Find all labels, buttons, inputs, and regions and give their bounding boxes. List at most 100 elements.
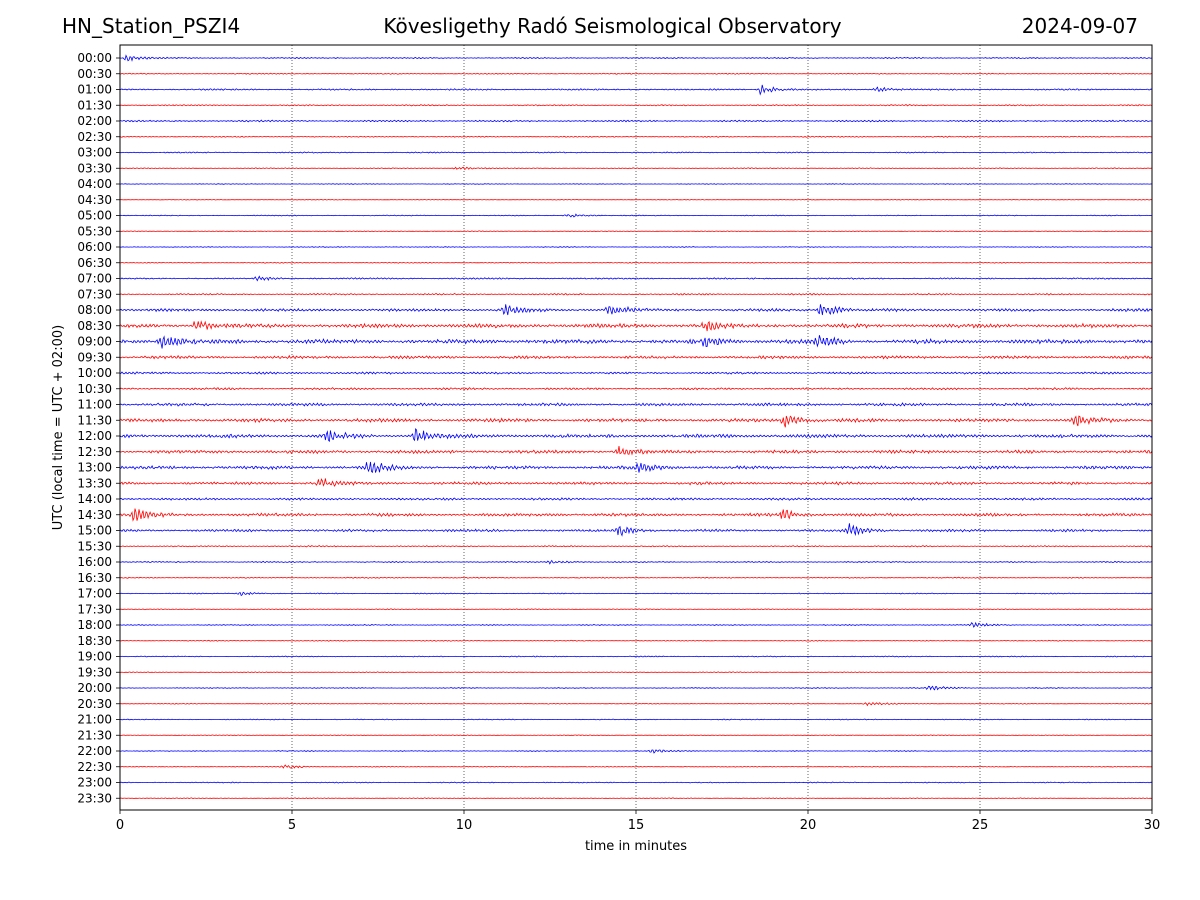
- trace-1500: [119, 523, 1153, 537]
- trace-1000: [119, 371, 1153, 375]
- trace-0000: [119, 54, 1153, 62]
- trace-1930: [119, 671, 1153, 674]
- x-tick-label: 0: [116, 818, 124, 833]
- trace-0930: [119, 354, 1153, 360]
- trace-2230: [119, 764, 1153, 769]
- trace-1530: [119, 545, 1153, 548]
- y-tick-label: 14:30: [77, 508, 112, 522]
- trace-1300: [119, 461, 1153, 474]
- x-tick-label: 30: [1144, 818, 1161, 833]
- trace-0400: [119, 183, 1153, 185]
- y-tick-label: 15:30: [77, 539, 112, 553]
- y-tick-label: 16:30: [77, 571, 112, 585]
- y-tick-label: 10:30: [77, 382, 112, 396]
- trace-1130: [119, 415, 1153, 428]
- y-tick-label: 19:30: [77, 665, 112, 679]
- trace-0800: [119, 304, 1153, 316]
- y-tick-label: 03:30: [77, 161, 112, 175]
- trace-1100: [119, 402, 1153, 407]
- trace-0100: [119, 84, 1153, 96]
- trace-1400: [119, 497, 1153, 501]
- y-tick-label: 10:00: [77, 366, 112, 380]
- y-tick-label: 08:00: [77, 303, 112, 317]
- y-axis-label: UTC (local time = UTC + 02:00): [51, 325, 66, 530]
- y-tick-label: 16:00: [77, 555, 112, 569]
- trace-0330: [119, 166, 1152, 170]
- y-tick-label: 05:30: [77, 224, 112, 238]
- y-tick-label: 12:30: [77, 445, 112, 459]
- trace-0200: [119, 119, 1153, 123]
- y-tick-label: 11:00: [77, 398, 112, 412]
- y-tick-label: 13:30: [77, 476, 112, 490]
- trace-1730: [119, 608, 1153, 611]
- y-tick-label: 03:00: [77, 146, 112, 160]
- trace-0530: [119, 230, 1153, 233]
- y-tick-label: 02:00: [77, 114, 112, 128]
- y-tick-label: 22:30: [77, 760, 112, 774]
- y-tick-label: 15:00: [77, 524, 112, 538]
- y-tick-label: 21:00: [77, 713, 112, 727]
- y-tick-label: 08:30: [77, 319, 112, 333]
- trace-0300: [119, 151, 1153, 154]
- trace-1030: [119, 387, 1153, 391]
- x-tick-label: 10: [456, 818, 473, 833]
- x-tick-label: 20: [800, 818, 817, 833]
- trace-1430: [119, 508, 1153, 522]
- y-tick-label: 07:00: [77, 272, 112, 286]
- trace-1830: [119, 639, 1153, 642]
- trace-0900: [119, 335, 1153, 349]
- trace-0600: [119, 246, 1153, 248]
- y-tick-label: 04:30: [77, 193, 112, 207]
- y-tick-label: 14:00: [77, 492, 112, 506]
- trace-0630: [119, 261, 1153, 264]
- y-tick-label: 12:00: [77, 429, 112, 443]
- y-tick-label: 20:00: [77, 681, 112, 695]
- y-tick-label: 05:00: [77, 209, 112, 223]
- station-name: HN_Station_PSZI4: [62, 14, 241, 38]
- y-tick-label: 18:00: [77, 618, 112, 632]
- trace-2330: [119, 797, 1153, 800]
- trace-1630: [119, 576, 1153, 579]
- y-tick-label: 02:30: [77, 130, 112, 144]
- x-tick-label: 5: [288, 818, 296, 833]
- trace-1800: [119, 621, 1153, 628]
- y-tick-label: 17:00: [77, 587, 112, 601]
- y-tick-label: 11:30: [77, 413, 112, 427]
- trace-1900: [119, 655, 1153, 658]
- trace-0030: [120, 72, 1153, 75]
- trace-0830: [119, 320, 1153, 332]
- trace-0730: [119, 292, 1153, 296]
- x-axis-label: time in minutes: [585, 839, 687, 854]
- trace-0430: [119, 198, 1153, 201]
- y-tick-label: 00:30: [77, 67, 112, 81]
- trace-1600: [120, 559, 1153, 565]
- trace-2030: [119, 702, 1153, 707]
- trace-1200: [119, 428, 1153, 443]
- chart-title: Kövesligethy Radó Seismological Observat…: [383, 14, 842, 38]
- trace-1230: [119, 446, 1153, 456]
- chart-date: 2024-09-07: [1021, 14, 1138, 38]
- y-tick-label: 17:30: [77, 602, 112, 616]
- y-tick-label: 07:30: [77, 287, 112, 301]
- y-tick-label: 01:30: [77, 98, 112, 112]
- trace-2300: [119, 781, 1153, 784]
- x-tick-label: 25: [972, 818, 989, 833]
- trace-0700: [119, 275, 1153, 282]
- y-tick-label: 23:00: [77, 776, 112, 790]
- y-tick-label: 23:30: [77, 791, 112, 805]
- trace-2200: [119, 749, 1153, 754]
- trace-0130: [119, 104, 1153, 107]
- y-tick-label: 20:30: [77, 697, 112, 711]
- trace-2000: [119, 685, 1153, 691]
- trace-1330: [119, 478, 1153, 487]
- y-tick-label: 22:00: [77, 744, 112, 758]
- y-tick-label: 18:30: [77, 634, 112, 648]
- y-tick-label: 06:30: [77, 256, 112, 270]
- y-tick-label: 04:00: [77, 177, 112, 191]
- trace-2130: [119, 734, 1153, 737]
- y-tick-label: 13:00: [77, 461, 112, 475]
- trace-2100: [119, 718, 1153, 721]
- trace-0230: [119, 135, 1153, 138]
- y-tick-label: 09:30: [77, 350, 112, 364]
